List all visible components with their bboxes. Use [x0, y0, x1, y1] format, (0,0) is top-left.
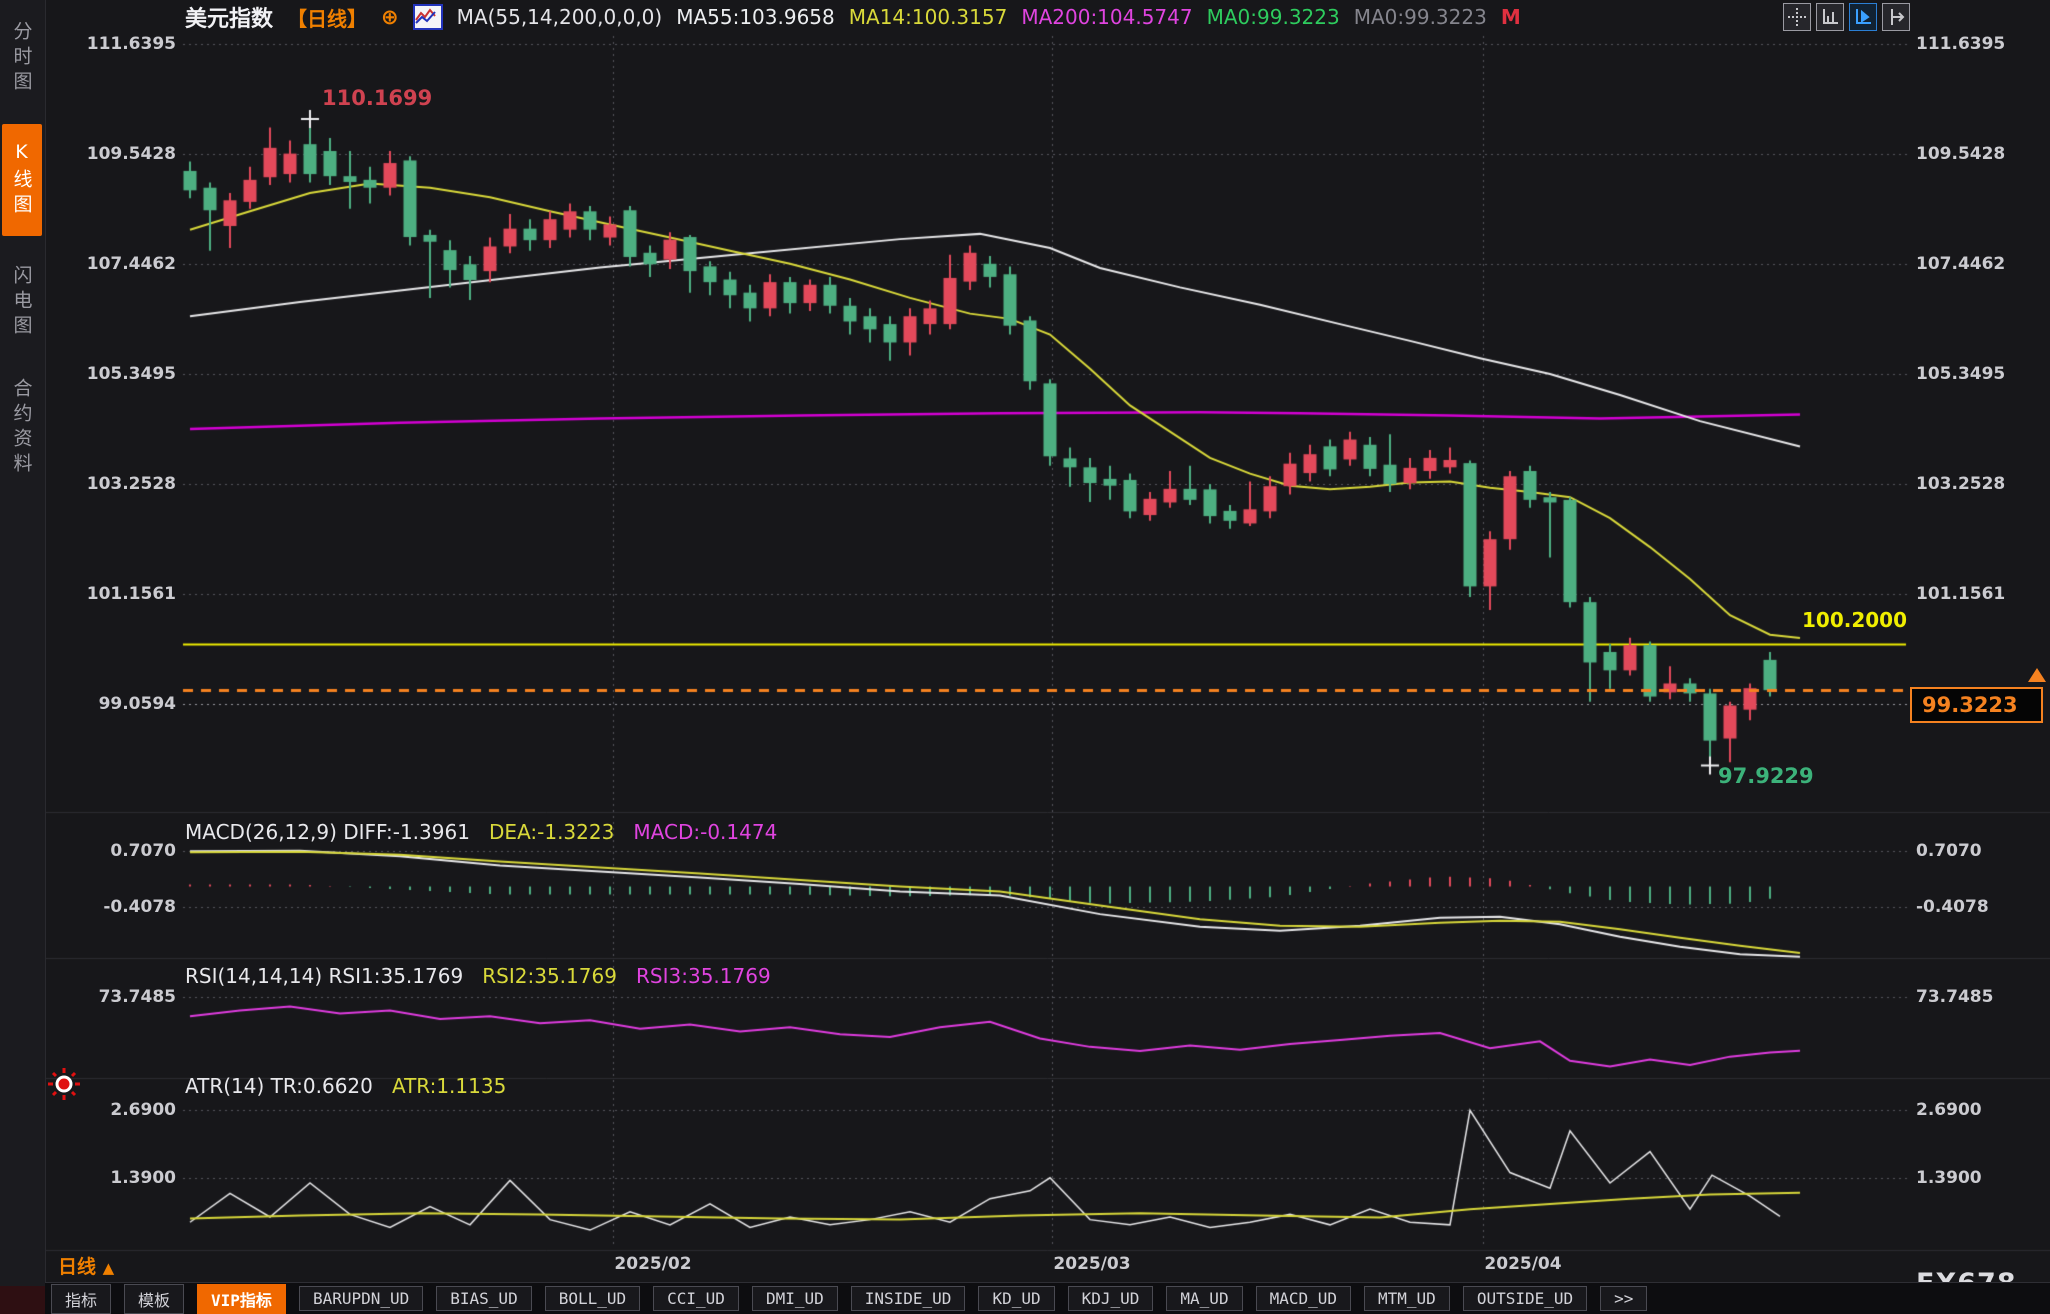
- atr-header: ATR(14) TR:0.6620 ATR:1.1135: [185, 1074, 506, 1098]
- bottom-tab[interactable]: 模板: [124, 1283, 185, 1314]
- y-axis-label-left: 107.4462: [86, 253, 176, 274]
- rsi1-value: RSI(14,14,14) RSI1:35.1769: [185, 964, 464, 988]
- y-axis-label-left: 99.0594: [98, 693, 176, 714]
- y-axis-label-right: 107.4462: [1916, 253, 2006, 274]
- footer-period-label[interactable]: 日线 ▲: [58, 1256, 115, 1278]
- atr-value: ATR:1.1135: [391, 1074, 507, 1098]
- ma55-value: MA55:103.9658: [676, 5, 835, 29]
- bottom-tab[interactable]: CCI_UD: [653, 1286, 739, 1311]
- sidebar-item-2[interactable]: K线图: [2, 124, 42, 236]
- y-axis-label-right: 2.6900: [1916, 1100, 1982, 1121]
- support-line-label: 100.2000: [1802, 608, 1908, 632]
- scale-axis-active-icon[interactable]: [1849, 3, 1877, 31]
- triangle-up-icon: ▲: [102, 1259, 115, 1277]
- bottom-tab[interactable]: DMI_UD: [751, 1286, 838, 1311]
- bottom-tab[interactable]: INSIDE_UD: [850, 1286, 966, 1311]
- chart-toolbar: [1783, 3, 1910, 31]
- pane-adjust-icon[interactable]: [1882, 3, 1910, 31]
- y-axis-label-left: 73.7485: [98, 987, 176, 1007]
- add-indicator-icon[interactable]: ⊕: [381, 5, 399, 29]
- ma0-green-value: MA0:99.3223: [1206, 5, 1340, 29]
- header-bar: 美元指数 【日线】 ⊕ MA(55,14,200,0,0,0) MA55:103…: [45, 0, 2050, 34]
- y-axis-label-left: 111.6395: [86, 34, 176, 54]
- record-sun-icon[interactable]: [46, 1066, 82, 1106]
- macd-header: MACD(26,12,9) DIFF:-1.3961 DEA:-1.3223 M…: [185, 820, 777, 844]
- rsi-header: RSI(14,14,14) RSI1:35.1769 RSI2:35.1769 …: [185, 964, 771, 988]
- period-tag[interactable]: 【日线】: [287, 6, 368, 31]
- bottom-tab[interactable]: MA_UD: [1166, 1286, 1243, 1311]
- rsi2-value: RSI2:35.1769: [482, 964, 617, 988]
- x-axis-label: 2025/04: [1484, 1254, 1562, 1274]
- symbol-title: 美元指数: [185, 7, 274, 32]
- bottom-tab[interactable]: MTM_UD: [1364, 1286, 1450, 1311]
- bottom-tab[interactable]: BARUPDN_UD: [298, 1286, 424, 1311]
- scale-axis-icon[interactable]: [1816, 3, 1844, 31]
- sidebar: 分时图 K线图闪电图合约资料: [0, 0, 46, 1314]
- bottom-tab[interactable]: >>: [1600, 1286, 1648, 1311]
- x-axis-label: 2025/03: [1053, 1254, 1131, 1274]
- y-axis-label-right: 0.7070: [1916, 840, 1982, 861]
- bottom-tab[interactable]: KDJ_UD: [1067, 1286, 1154, 1311]
- y-axis-label-left: 2.6900: [110, 1100, 176, 1121]
- macd-dea-value: DEA:-1.3223: [489, 820, 615, 844]
- crosshair-icon[interactable]: [1783, 3, 1811, 31]
- ma14-value: MA14:100.3157: [848, 5, 1008, 29]
- sidebar-bottom-block: [0, 1286, 45, 1314]
- macd-macd-value: MACD:-0.1474: [633, 820, 778, 844]
- last-price-box: 99.3223: [1910, 687, 2043, 723]
- y-axis-label-right: 111.6395: [1916, 34, 2006, 54]
- bottom-tab[interactable]: MACD_UD: [1255, 1286, 1352, 1311]
- sidebar-item-4[interactable]: 合约资料: [10, 378, 33, 478]
- bottom-tab[interactable]: 指标: [51, 1283, 112, 1314]
- sidebar-item-1[interactable]: 分时图: [10, 20, 33, 96]
- price-up-arrow-icon: [2028, 668, 2046, 682]
- y-axis-label-right: 105.3495: [1916, 363, 2006, 384]
- y-axis-label-left: 0.7070: [110, 840, 176, 861]
- y-axis-label-left: 101.1561: [86, 583, 176, 604]
- y-axis-label-right: -0.4078: [1916, 896, 1989, 917]
- y-axis-label-left: 1.3900: [110, 1168, 176, 1189]
- y-axis-label-right: 109.5428: [1916, 143, 2006, 164]
- bottom-tab-bar: 指标 模板 VIP指标 BARUPDN_UD BIAS_UD BOLL_UD CCI_UD D…: [45, 1282, 2050, 1314]
- y-axis-label-right: 73.7485: [1916, 987, 1994, 1007]
- y-axis-label-left: 109.5428: [86, 143, 176, 164]
- bottom-tab[interactable]: VIP指标: [197, 1283, 286, 1314]
- high-price-label: 110.1699: [322, 86, 433, 110]
- y-axis-label-left: 105.3495: [86, 363, 176, 384]
- bottom-tab[interactable]: BOLL_UD: [544, 1286, 641, 1311]
- atr-tr-value: ATR(14) TR:0.6620: [185, 1074, 373, 1098]
- rsi3-value: RSI3:35.1769: [636, 964, 771, 988]
- ma200-value: MA200:104.5747: [1021, 5, 1193, 29]
- y-axis-label-right: 1.3900: [1916, 1168, 1982, 1189]
- y-axis-label-right: 103.2528: [1916, 473, 2006, 494]
- y-axis-label-left: -0.4078: [103, 896, 176, 917]
- y-axis-label-right: 101.1561: [1916, 583, 2006, 604]
- low-price-label: 97.9229: [1718, 764, 1814, 788]
- mini-chart-icon[interactable]: [412, 4, 443, 30]
- x-axis-label: 2025/02: [614, 1254, 692, 1274]
- y-axis-label-left: 103.2528: [86, 473, 176, 494]
- bottom-tab[interactable]: OUTSIDE_UD: [1462, 1286, 1588, 1311]
- macd-diff-value: MACD(26,12,9) DIFF:-1.3961: [185, 820, 470, 844]
- ma0-gray-value: MA0:99.3223: [1353, 5, 1487, 29]
- bottom-tab[interactable]: BIAS_UD: [436, 1286, 532, 1311]
- ma-settings-label: MA(55,14,200,0,0,0): [456, 5, 663, 29]
- sidebar-item-3[interactable]: 闪电图: [10, 264, 33, 340]
- m-flag: M: [1500, 5, 1521, 29]
- bottom-tab[interactable]: KD_UD: [978, 1286, 1055, 1311]
